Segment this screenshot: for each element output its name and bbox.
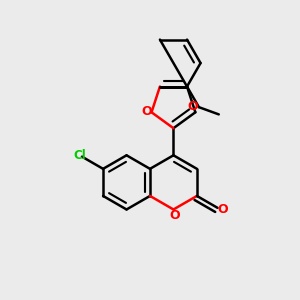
Text: O: O: [169, 209, 180, 223]
Text: O: O: [141, 105, 152, 118]
Text: Cl: Cl: [73, 149, 86, 162]
Text: O: O: [218, 202, 228, 215]
Text: O: O: [188, 100, 198, 113]
